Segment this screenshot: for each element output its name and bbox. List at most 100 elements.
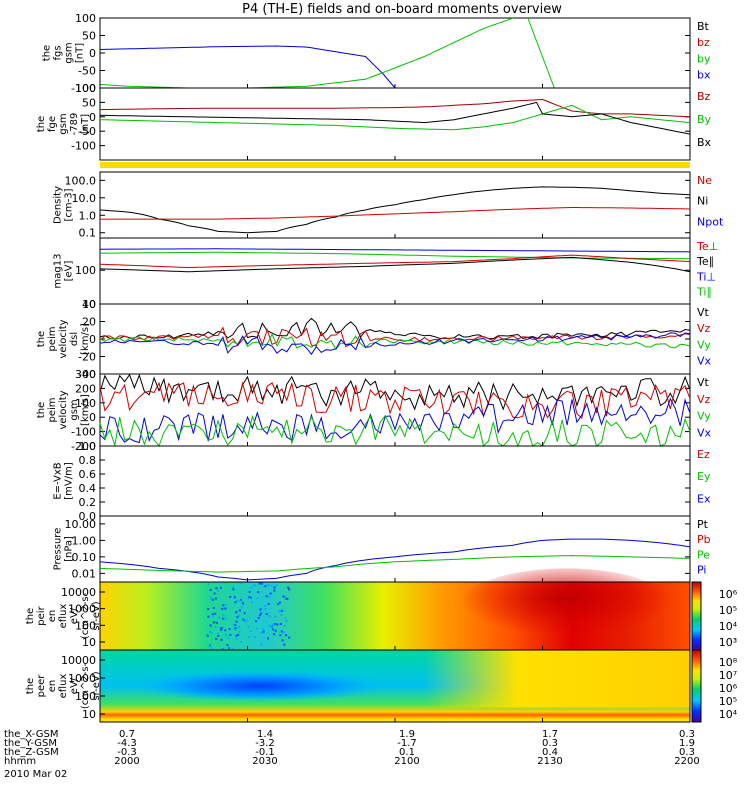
heatmap-speckle <box>210 631 213 634</box>
y-axis-label: the peir en eflux eV/(cm^2-s-sr-eV) <box>25 592 102 639</box>
y-axis-label-line: peer <box>36 674 47 698</box>
colorbar-label: 10⁴ <box>719 620 738 633</box>
heatmap-speckle <box>209 624 212 627</box>
heatmap-speckle <box>211 613 214 616</box>
y-axis-label-line: the <box>42 45 53 61</box>
heatmap-speckle <box>270 584 273 587</box>
flag-bar <box>100 162 690 168</box>
y-tick-label: 10000 <box>61 586 96 599</box>
footer-value: -3.2 <box>255 738 275 749</box>
heatmap-speckle <box>245 619 248 622</box>
y-tick-label: 0.6 <box>79 468 97 481</box>
heatmap-speckle <box>269 592 272 595</box>
heatmap-speckle <box>206 634 209 637</box>
legend-Npot: Npot <box>697 215 724 228</box>
heatmap-speckle <box>218 616 221 619</box>
heatmap-speckle <box>248 596 251 599</box>
heatmap-speckle <box>257 591 260 594</box>
y-tick-label: -50 <box>78 65 96 78</box>
y-tick-label: 0 <box>89 333 96 346</box>
heatmap-speckle <box>224 617 227 620</box>
y-tick-label: -200 <box>71 440 96 453</box>
heatmap-speckle <box>271 628 274 631</box>
y-tick-label: 0.4 <box>79 482 97 495</box>
heatmap-speckle <box>267 602 270 605</box>
heatmap-speckle <box>236 599 239 602</box>
heatmap-speckle <box>287 586 290 589</box>
legend-Pi: Pi <box>697 563 706 576</box>
y-tick-label: 10 <box>82 708 96 721</box>
heatmap-speckle <box>260 582 263 585</box>
heatmap-speckle <box>247 625 250 628</box>
heatmap-speckle <box>209 596 212 599</box>
heatmap-speckle <box>273 589 276 592</box>
heatmap-speckle <box>237 634 240 637</box>
panel-7: 1.00.80.60.40.20.0 Ez Ey Ex E=-VxB [mV/m] <box>53 440 711 523</box>
footer-label: the_Y-GSM <box>4 738 57 749</box>
heatmap-speckle <box>207 608 210 611</box>
heatmap-speckle <box>232 586 235 589</box>
heatmap-speckle <box>216 589 219 592</box>
legend-Bz: Bz <box>697 90 711 103</box>
heatmap-overlay <box>424 650 690 708</box>
y-tick-label: 1000 <box>68 603 96 616</box>
heatmap-speckle <box>229 595 232 598</box>
heatmap-speckle <box>262 628 265 631</box>
heatmap-speckle <box>219 586 222 589</box>
heatmap-speckle <box>233 596 236 599</box>
panel-frame <box>99 87 691 161</box>
heatmap-speckle <box>281 639 284 642</box>
heatmap-speckle <box>280 630 283 633</box>
panel-4: 100 10 Te⊥ Te∥ Ti⊥ Ti∥ mag13 [eV] <box>53 237 718 311</box>
series-Te⊥ <box>99 254 691 269</box>
legend-Ex: Ex <box>697 492 711 505</box>
heatmap-speckle <box>243 612 246 615</box>
legend-bx: bx <box>697 69 711 82</box>
y-axis-label-line: velocity <box>58 319 69 358</box>
y-axis-label-line: [km/s] <box>80 323 91 355</box>
heatmap-speckle <box>254 635 257 638</box>
heatmap-speckle <box>260 631 263 634</box>
colorbar-label: 10⁷ <box>719 669 737 682</box>
footer-value: 1.9 <box>399 729 415 740</box>
heatmap-speckle <box>209 588 212 591</box>
y-tick-label: -40 <box>78 368 96 381</box>
legend-Ni: Ni <box>697 195 708 208</box>
y-tick-label: 1.00 <box>72 534 97 547</box>
y-axis-label-line: [eV] <box>64 261 75 282</box>
series-Ti⊥ <box>100 248 691 253</box>
legend-by: by <box>697 52 711 65</box>
panel-3: 100.0 10.0 1.0 0.1 Ne Ni Npot Density [cm-3] <box>53 171 724 240</box>
heatmap-speckle <box>273 633 276 636</box>
y-tick-label: 100.0 <box>65 174 97 187</box>
series-Vx <box>99 332 691 356</box>
y-tick-label: 100 <box>75 264 96 277</box>
y-tick-label: 1.0 <box>79 209 97 222</box>
heatmap-speckle <box>220 627 223 630</box>
footer-date: 2010 Mar 02 <box>4 769 67 780</box>
colorbar-label: 10⁸ <box>719 656 738 669</box>
heatmap-speckle <box>264 585 267 588</box>
y-axis-label-line: sr-eV) <box>91 671 102 700</box>
legend-Bx: Bx <box>697 136 712 149</box>
panel-frame <box>99 17 691 89</box>
heatmap-core <box>129 670 390 702</box>
panel-1: 100 50 0 -50 -100 Bt bz by bx the fgs gsm [nT] <box>42 12 711 95</box>
heatmap-speckle <box>226 644 229 647</box>
footer-value: -1.7 <box>397 738 417 749</box>
y-tick-label: 100 <box>75 690 96 703</box>
heatmap-speckle <box>239 582 242 585</box>
legend-By: By <box>697 113 712 126</box>
heatmap-speckle <box>235 611 238 614</box>
heatmap-speckle <box>256 597 259 600</box>
legend-Vz: Vz <box>697 322 711 335</box>
heatmap-speckle <box>234 624 237 627</box>
y-axis-label-line: Density <box>53 186 64 224</box>
colorbar-label: 10⁶ <box>719 682 738 695</box>
heatmap-speckle <box>215 587 218 590</box>
y-axis-label: the peer en eflux eV/(cm^2-s-sr-eV) <box>25 662 102 709</box>
legend-Pb: Pb <box>697 533 711 546</box>
y-tick-label: 1.0 <box>79 440 97 453</box>
heatmap-speckle <box>221 607 224 610</box>
